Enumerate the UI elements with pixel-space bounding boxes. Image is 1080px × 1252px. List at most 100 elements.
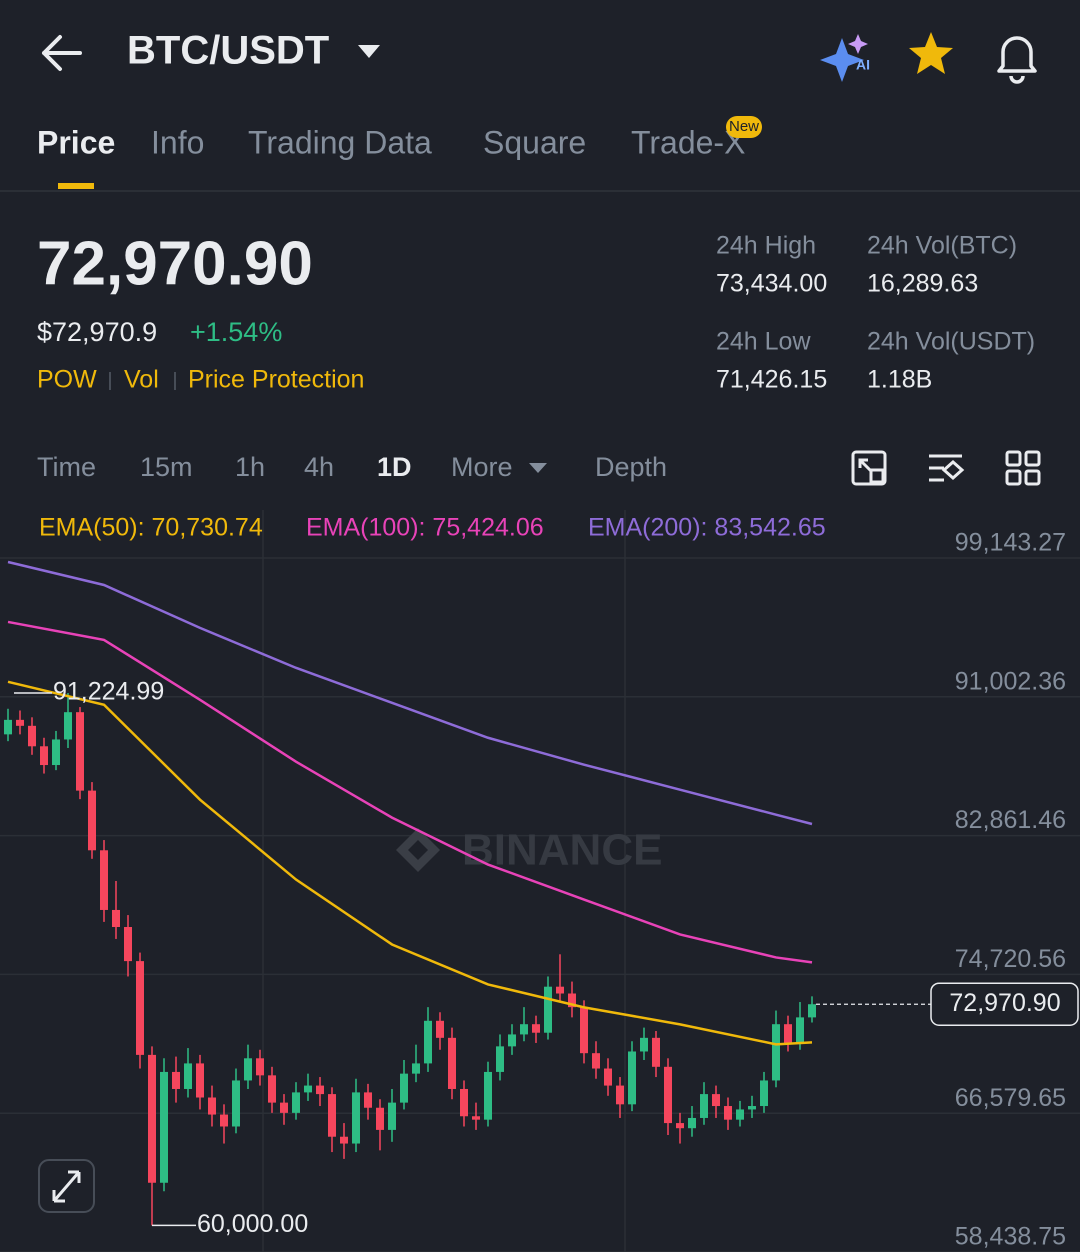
candle-body xyxy=(400,1073,408,1103)
favorite-star[interactable] xyxy=(909,32,953,74)
candle-body xyxy=(604,1068,612,1086)
tag[interactable]: Vol xyxy=(124,366,159,394)
candle-body xyxy=(4,719,12,735)
candle-body xyxy=(676,1123,684,1129)
candle-body xyxy=(352,1092,360,1144)
last-price: 72,970.90 xyxy=(37,229,313,298)
legend-entry: EMA(100): 75,424.06 xyxy=(306,514,544,542)
candle-body xyxy=(784,1024,792,1043)
candle-body xyxy=(712,1094,720,1107)
candle-body xyxy=(544,986,552,1033)
candle-body xyxy=(172,1071,180,1089)
candle-body xyxy=(256,1058,264,1076)
candle-body xyxy=(232,1080,240,1127)
candle-body xyxy=(112,909,120,928)
tab[interactable]: Price xyxy=(37,124,115,160)
candle-body xyxy=(220,1114,228,1127)
candle-body xyxy=(508,1034,516,1047)
stat-label: 24h Vol(BTC) xyxy=(867,232,1017,260)
candle-body xyxy=(700,1094,708,1118)
ema-line xyxy=(7,620,813,964)
candle-body xyxy=(580,1007,588,1054)
tab[interactable]: Info xyxy=(151,124,204,160)
candle-body xyxy=(340,1136,348,1144)
candle-body xyxy=(280,1102,288,1113)
candle-body xyxy=(328,1094,336,1137)
pair-title[interactable]: BTC/USDT xyxy=(127,29,329,73)
candle-body xyxy=(184,1063,192,1089)
back-button[interactable] xyxy=(42,35,82,71)
interval[interactable]: 15m xyxy=(140,452,193,482)
high-marker-label: 91,224.99 xyxy=(53,678,164,706)
tag[interactable]: POW xyxy=(37,366,97,394)
y-tick-label: 74,720.56 xyxy=(955,945,1066,973)
candle-body xyxy=(388,1102,396,1130)
candle-body xyxy=(436,1020,444,1038)
y-tick-label: 66,579.65 xyxy=(955,1084,1066,1112)
legend-entry: EMA(200): 83,542.65 xyxy=(588,514,826,542)
interval[interactable]: More xyxy=(451,452,513,482)
candle-body xyxy=(364,1092,372,1108)
candle-body xyxy=(724,1106,732,1120)
candle-body xyxy=(424,1020,432,1064)
interval[interactable]: 1D xyxy=(377,452,412,482)
candle-body xyxy=(748,1106,756,1110)
candle-body xyxy=(244,1058,252,1081)
candle-body xyxy=(208,1097,216,1115)
candle-body xyxy=(268,1075,276,1103)
candle-body xyxy=(28,725,36,747)
candle-body xyxy=(760,1080,768,1107)
stat-value: 1.18B xyxy=(867,366,932,394)
interval[interactable]: 4h xyxy=(304,452,334,482)
active-tab-indicator xyxy=(58,183,94,189)
candle-body xyxy=(160,1071,168,1183)
candle-body xyxy=(664,1066,672,1124)
watermark-logo xyxy=(396,828,440,872)
candle-body xyxy=(808,1004,816,1018)
candle-body xyxy=(616,1085,624,1105)
candle-body xyxy=(376,1107,384,1130)
svg-text:AI: AI xyxy=(856,57,870,73)
more-dropdown[interactable] xyxy=(529,463,547,473)
chart-tool-icons[interactable] xyxy=(851,450,1041,486)
candle-body xyxy=(688,1117,696,1129)
tag[interactable]: Price Protection xyxy=(188,366,364,394)
candle-body xyxy=(16,719,24,726)
pair-dropdown[interactable] xyxy=(358,45,380,58)
candle-body xyxy=(460,1088,468,1117)
y-tick-label: 82,861.46 xyxy=(955,806,1066,834)
candle-body xyxy=(76,712,84,791)
candle-body xyxy=(196,1063,204,1098)
tab[interactable]: Square xyxy=(483,124,586,160)
ema-line xyxy=(7,680,813,1046)
new-badge xyxy=(726,116,762,138)
candle-body xyxy=(304,1085,312,1093)
candle-body xyxy=(592,1053,600,1069)
tab[interactable]: Trading Data xyxy=(248,124,432,160)
candle-body xyxy=(568,993,576,1008)
candle-body xyxy=(796,1017,804,1043)
interval[interactable]: 1h xyxy=(235,452,265,482)
interval[interactable]: Time xyxy=(37,452,96,482)
y-tick-label: 91,002.36 xyxy=(955,667,1066,695)
candle-body xyxy=(520,1024,528,1035)
ema-line xyxy=(7,560,813,826)
last-price-tag xyxy=(930,982,1079,1026)
tab[interactable]: Trade-X xyxy=(631,124,745,160)
stat-label: 24h Vol(USDT) xyxy=(867,328,1035,356)
candle-body xyxy=(472,1116,480,1120)
interval[interactable]: Depth xyxy=(595,452,667,482)
stat-value: 71,426.15 xyxy=(716,366,827,394)
fullscreen-button[interactable] xyxy=(38,1159,95,1213)
candle-body xyxy=(148,1054,156,1183)
candle-body xyxy=(100,850,108,910)
ai-button[interactable]: AI xyxy=(820,34,870,82)
candle-body xyxy=(640,1037,648,1052)
notification-bell[interactable] xyxy=(997,36,1037,84)
candle-body xyxy=(88,790,96,851)
candle-body xyxy=(136,961,144,1055)
candle-body xyxy=(124,927,132,962)
candle-body xyxy=(772,1024,780,1081)
